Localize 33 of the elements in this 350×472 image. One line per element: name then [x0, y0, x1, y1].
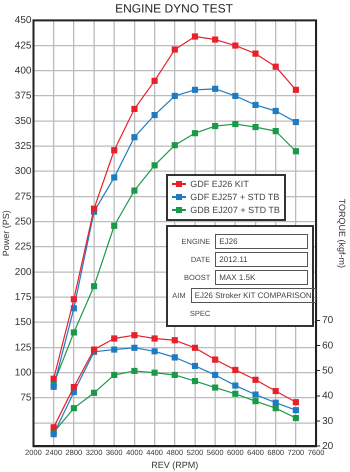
- y-tick-label: 450: [14, 15, 32, 26]
- y-tick-label: 250: [14, 216, 32, 228]
- y-tick-label: 100: [14, 367, 32, 378]
- y-tick-label: 350: [14, 116, 32, 127]
- annotation: EJ26: [215, 234, 308, 249]
- chart-title: ENGINE DYNO TEST: [115, 2, 234, 16]
- y-tick-label: 375: [14, 90, 32, 102]
- y-tick-label: 400: [14, 65, 32, 76]
- y-tick-label: 425: [14, 40, 32, 52]
- legend-label: GDB EJ207 + STD TB: [189, 204, 280, 217]
- y2-tick-label: 70: [322, 315, 334, 326]
- y-tick-label: 225: [14, 242, 32, 253]
- legend-label: GDF EJ26 KIT: [189, 178, 250, 191]
- y-tick-label: 75: [20, 392, 32, 404]
- y-axis-title: Power (PS): [0, 210, 11, 256]
- y2-tick-label: 20: [322, 440, 334, 452]
- y2-axis-title: TORQUE (kgf-m): [337, 198, 348, 268]
- y2-tick-label: 60: [322, 340, 334, 352]
- y2-tick-label: 50: [322, 365, 334, 376]
- y-tick-label: 300: [14, 166, 32, 178]
- annotation: MAX 1.5K: [215, 270, 308, 285]
- y-tick-label: 325: [14, 140, 32, 152]
- annotation: 2012.11: [215, 252, 308, 267]
- y2-tick-label: 30: [322, 416, 334, 427]
- y-tick-label: 200: [14, 266, 32, 278]
- y-tick-label: 175: [14, 292, 32, 303]
- x-axis-title: REV (RPM): [151, 460, 198, 470]
- y-tick-label: 275: [14, 191, 32, 202]
- y-tick-label: 150: [14, 317, 32, 328]
- y-tick-label: 125: [14, 342, 32, 354]
- legend-label: GDF EJ257 + STD TB: [189, 191, 280, 204]
- annotation: EJ26 Stroker KIT COMPARISON: [190, 288, 316, 303]
- y2-tick-label: 40: [322, 390, 334, 402]
